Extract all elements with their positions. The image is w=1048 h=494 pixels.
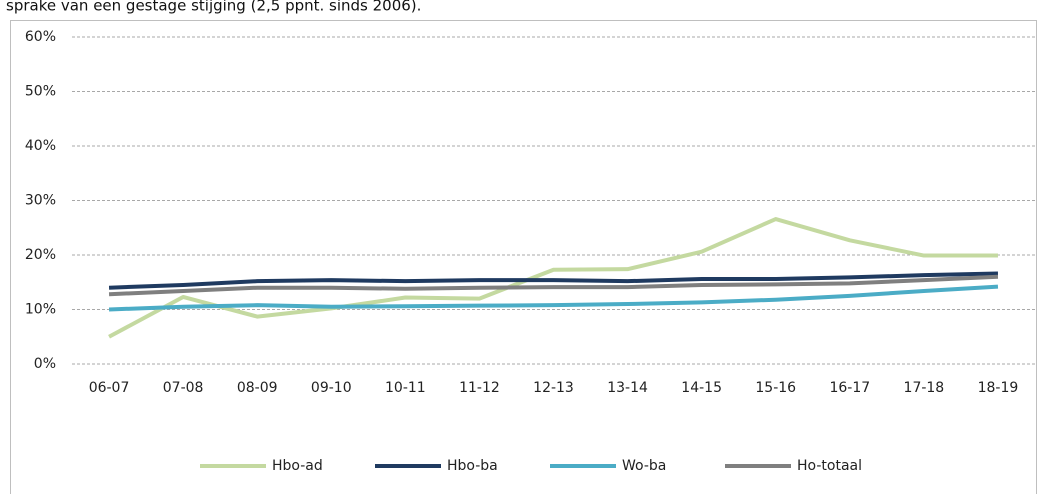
x-tick-label: 10-11	[385, 380, 426, 396]
y-tick-label: 30%	[25, 193, 56, 209]
x-tick-label: 15-16	[755, 380, 796, 396]
x-tick-label: 11-12	[459, 380, 500, 396]
legend-label: Ho-totaal	[797, 458, 862, 474]
x-tick-label: 18-19	[978, 380, 1019, 396]
x-tick-label: 14-15	[681, 380, 722, 396]
x-tick-label: 16-17	[829, 380, 870, 396]
chart-frame	[10, 20, 1037, 494]
x-tick-label: 09-10	[311, 380, 352, 396]
x-tick-label: 08-09	[237, 380, 278, 396]
legend-label: Hbo-ba	[447, 458, 498, 474]
series-line	[108, 217, 998, 339]
y-tick-label: 60%	[25, 29, 56, 45]
y-tick-label: 10%	[25, 302, 56, 318]
legend-label: Hbo-ad	[272, 458, 323, 474]
x-tick-label: 06-07	[89, 380, 130, 396]
x-tick-label: 17-18	[904, 380, 945, 396]
series-line	[108, 284, 999, 312]
x-tick-label: 07-08	[163, 380, 204, 396]
x-tick-label: 12-13	[533, 380, 574, 396]
y-tick-label: 50%	[25, 84, 56, 100]
x-tick-label: 13-14	[607, 380, 648, 396]
series-line	[108, 271, 999, 290]
intro-text: sprake van een gestage stijging (2,5 ppn…	[6, 0, 421, 15]
y-tick-label: 40%	[25, 138, 56, 154]
y-tick-label: 20%	[25, 247, 56, 263]
series-line	[108, 274, 999, 297]
y-tick-label: 0%	[34, 356, 56, 372]
legend-label: Wo-ba	[622, 458, 666, 474]
